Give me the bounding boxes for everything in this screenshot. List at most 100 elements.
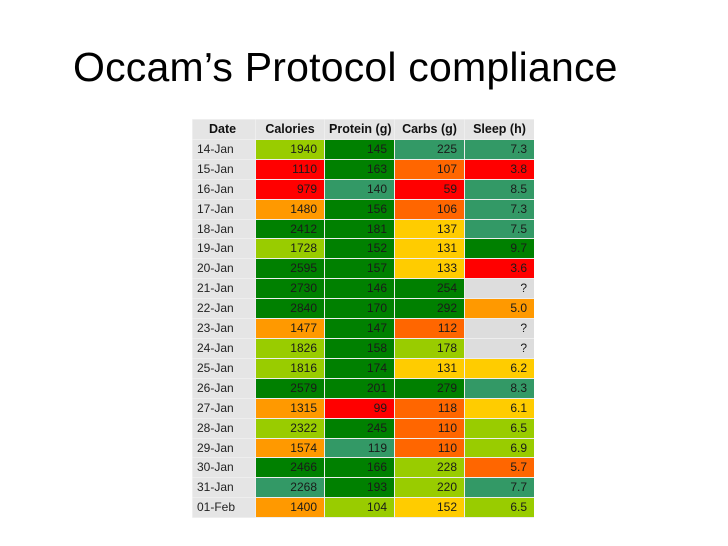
- cell-sleep: 6.1: [464, 397, 535, 419]
- cell-calories: 2595: [255, 258, 325, 280]
- cell-date: 16-Jan: [192, 178, 256, 200]
- table-row: 15-Jan 1110 163 107 3.8: [192, 158, 535, 180]
- cell-calories: 1816: [255, 357, 325, 379]
- cell-carbs: 107: [394, 158, 465, 180]
- table-row: 31-Jan 2268 193 220 7.7: [192, 477, 535, 499]
- cell-date: 25-Jan: [192, 357, 256, 379]
- cell-calories: 2466: [255, 457, 325, 479]
- cell-protein: 174: [324, 357, 395, 379]
- cell-sleep: 6.2: [464, 357, 535, 379]
- cell-date: 21-Jan: [192, 278, 256, 300]
- cell-protein: 119: [324, 437, 395, 459]
- table-row: 21-Jan 2730 146 254?: [192, 278, 535, 300]
- cell-sleep: ?: [464, 318, 535, 339]
- cell-carbs: 112: [394, 318, 465, 339]
- table-header-row: Date Calories Protein (g) Carbs (g) Slee…: [192, 119, 535, 140]
- cell-sleep: 9.7: [464, 238, 535, 260]
- cell-sleep: 6.5: [464, 497, 535, 519]
- cell-sleep: 7.3: [464, 198, 535, 220]
- column-header-protein: Protein (g): [324, 119, 395, 140]
- cell-carbs: 106: [394, 198, 465, 220]
- cell-calories: 979: [255, 178, 325, 200]
- cell-sleep: 3.6: [464, 258, 535, 280]
- cell-protein: 158: [324, 337, 395, 359]
- cell-protein: 166: [324, 457, 395, 479]
- cell-calories: 2840: [255, 298, 325, 320]
- table-row: 30-Jan 2466 166 228 5.7: [192, 457, 535, 479]
- cell-date: 24-Jan: [192, 337, 256, 359]
- cell-sleep: 3.8: [464, 158, 535, 180]
- cell-carbs: 118: [394, 397, 465, 419]
- cell-carbs: 279: [394, 377, 465, 399]
- cell-carbs: 225: [394, 138, 465, 160]
- cell-calories: 2322: [255, 417, 325, 439]
- cell-carbs: 110: [394, 417, 465, 439]
- table-row: 25-Jan 1816 174 131 6.2: [192, 357, 535, 379]
- cell-calories: 1477: [255, 318, 325, 339]
- cell-calories: 2730: [255, 278, 325, 300]
- table-row: 26-Jan 2579 201 279 8.3: [192, 377, 535, 399]
- cell-carbs: 59: [394, 178, 465, 200]
- cell-protein: 104: [324, 497, 395, 519]
- cell-carbs: 137: [394, 218, 465, 240]
- cell-carbs: 131: [394, 357, 465, 379]
- table-row: 29-Jan 1574 119 110 6.9: [192, 437, 535, 459]
- cell-calories: 1574: [255, 437, 325, 459]
- cell-protein: 145: [324, 138, 395, 160]
- compliance-table-container: Date Calories Protein (g) Carbs (g) Slee…: [192, 119, 535, 519]
- table-row: 01-Feb 1400 104 152 6.5: [192, 497, 535, 519]
- cell-carbs: 228: [394, 457, 465, 479]
- cell-protein: 146: [324, 278, 395, 300]
- cell-carbs: 220: [394, 477, 465, 499]
- cell-date: 19-Jan: [192, 238, 256, 260]
- cell-protein: 163: [324, 158, 395, 180]
- column-header-carbs: Carbs (g): [394, 119, 465, 140]
- cell-date: 20-Jan: [192, 258, 256, 280]
- cell-sleep: 8.3: [464, 377, 535, 399]
- cell-sleep: 6.5: [464, 417, 535, 439]
- cell-calories: 1826: [255, 337, 325, 359]
- cell-carbs: 254: [394, 278, 465, 300]
- cell-sleep: 6.9: [464, 437, 535, 459]
- cell-calories: 2579: [255, 377, 325, 399]
- cell-date: 23-Jan: [192, 318, 256, 339]
- slide-title: Occam’s Protocol compliance: [73, 44, 618, 90]
- table-row: 18-Jan 2412 181 137 7.5: [192, 218, 535, 240]
- cell-carbs: 131: [394, 238, 465, 260]
- cell-protein: 152: [324, 238, 395, 260]
- cell-carbs: 152: [394, 497, 465, 519]
- cell-date: 22-Jan: [192, 298, 256, 320]
- table-row: 28-Jan 2322 245 110 6.5: [192, 417, 535, 439]
- table-row: 16-Jan 979 140 59 8.5: [192, 178, 535, 200]
- cell-date: 31-Jan: [192, 477, 256, 499]
- cell-date: 15-Jan: [192, 158, 256, 180]
- cell-protein: 140: [324, 178, 395, 200]
- cell-protein: 181: [324, 218, 395, 240]
- cell-date: 26-Jan: [192, 377, 256, 399]
- cell-date: 30-Jan: [192, 457, 256, 479]
- cell-date: 18-Jan: [192, 218, 256, 240]
- cell-sleep: ?: [464, 337, 535, 359]
- cell-calories: 1940: [255, 138, 325, 160]
- table-row: 27-Jan 1315 99 118 6.1: [192, 397, 535, 419]
- cell-protein: 170: [324, 298, 395, 320]
- cell-carbs: 178: [394, 337, 465, 359]
- column-header-date: Date: [192, 119, 256, 140]
- cell-date: 17-Jan: [192, 198, 256, 220]
- cell-carbs: 110: [394, 437, 465, 459]
- cell-calories: 2412: [255, 218, 325, 240]
- table-row: 22-Jan 2840 170 292 5.0: [192, 298, 535, 320]
- cell-sleep: 8.5: [464, 178, 535, 200]
- table-row: 24-Jan 1826 158 178?: [192, 337, 535, 359]
- cell-sleep: 5.0: [464, 298, 535, 320]
- column-header-sleep: Sleep (h): [464, 119, 535, 140]
- cell-date: 29-Jan: [192, 437, 256, 459]
- cell-carbs: 133: [394, 258, 465, 280]
- cell-sleep: ?: [464, 278, 535, 300]
- table-row: 17-Jan 1480 156 106 7.3: [192, 198, 535, 220]
- cell-sleep: 7.3: [464, 138, 535, 160]
- cell-sleep: 7.7: [464, 477, 535, 499]
- cell-calories: 2268: [255, 477, 325, 499]
- cell-calories: 1400: [255, 497, 325, 519]
- cell-calories: 1480: [255, 198, 325, 220]
